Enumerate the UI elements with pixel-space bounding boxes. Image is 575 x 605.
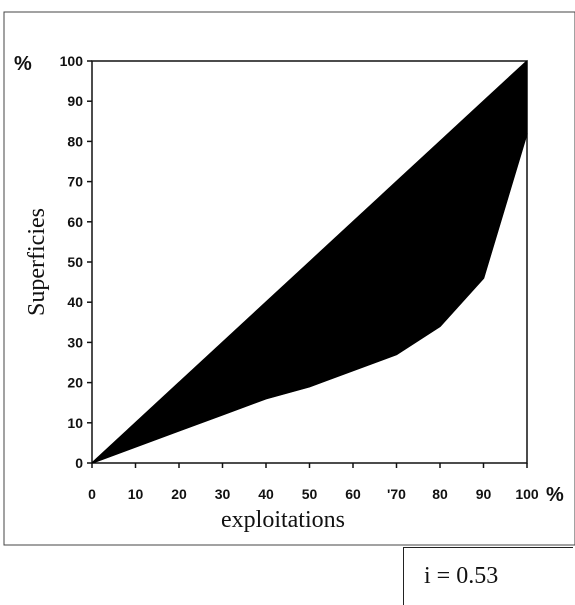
y-tick-label: 10 [67,415,83,431]
x-tick-label: 30 [215,486,231,502]
x-tick-label: 40 [258,486,274,502]
y-tick-label: 80 [67,133,83,149]
x-tick-label: 50 [302,486,318,502]
x-tick-label: 60 [345,486,361,502]
x-tick-label: '70 [387,486,406,502]
y-tick-label: 60 [67,214,83,230]
lorenz-curve [91,133,528,464]
y-tick-label: 20 [67,375,83,391]
y-tick-label: 30 [67,334,83,350]
equality-line [91,60,528,464]
x-tick-label: 0 [88,486,96,502]
y-tick-label: 100 [60,53,84,69]
x-tick-label: 10 [128,486,144,502]
y-tick-label: 70 [67,174,83,190]
x-tick-label: 20 [171,486,187,502]
y-tick-label: 90 [67,93,83,109]
y-axis-title: Superficies [24,208,50,316]
x-tick-label: 80 [432,486,448,502]
x-unit-label: % [546,484,564,506]
y-tick-label: 50 [67,254,83,270]
x-axis-title: exploitations [221,507,345,533]
concentration-index: i = 0.53 [424,563,499,589]
y-tick-label: 40 [67,294,83,310]
y-unit-label: % [14,53,32,75]
plot-area: 0 10 20 30 40 50 60 70 80 90 100 0 10 20 30 40 50 60 '70 80… [60,53,539,502]
x-tick-label: 100 [515,486,539,502]
x-tick-label: 90 [476,486,492,502]
concentration-index-box: i = 0.53 [403,547,573,605]
y-tick-label: 0 [75,455,83,471]
